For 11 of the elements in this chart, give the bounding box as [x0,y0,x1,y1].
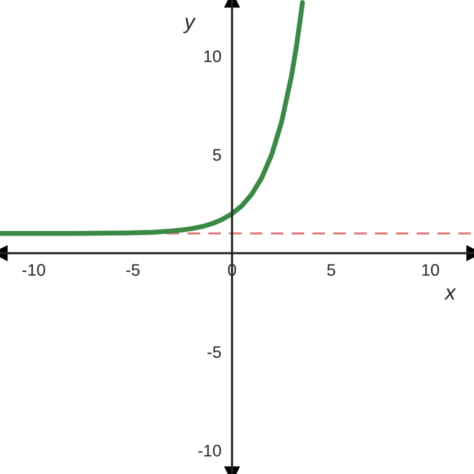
y-tick-label: 10 [204,50,221,62]
x-tick-label: -5 [126,264,140,276]
x-axis-title: x [444,288,456,300]
x-tick-label: -10 [22,264,46,276]
y-tick-label: -10 [198,444,221,457]
y-axis-title: y [183,18,196,34]
x-tick-label: 10 [422,264,439,276]
y-tick-label: -5 [208,346,221,358]
line-series [0,0,305,236]
x-tick-label: 5 [327,264,336,276]
y-tick-label: 5 [213,149,221,161]
